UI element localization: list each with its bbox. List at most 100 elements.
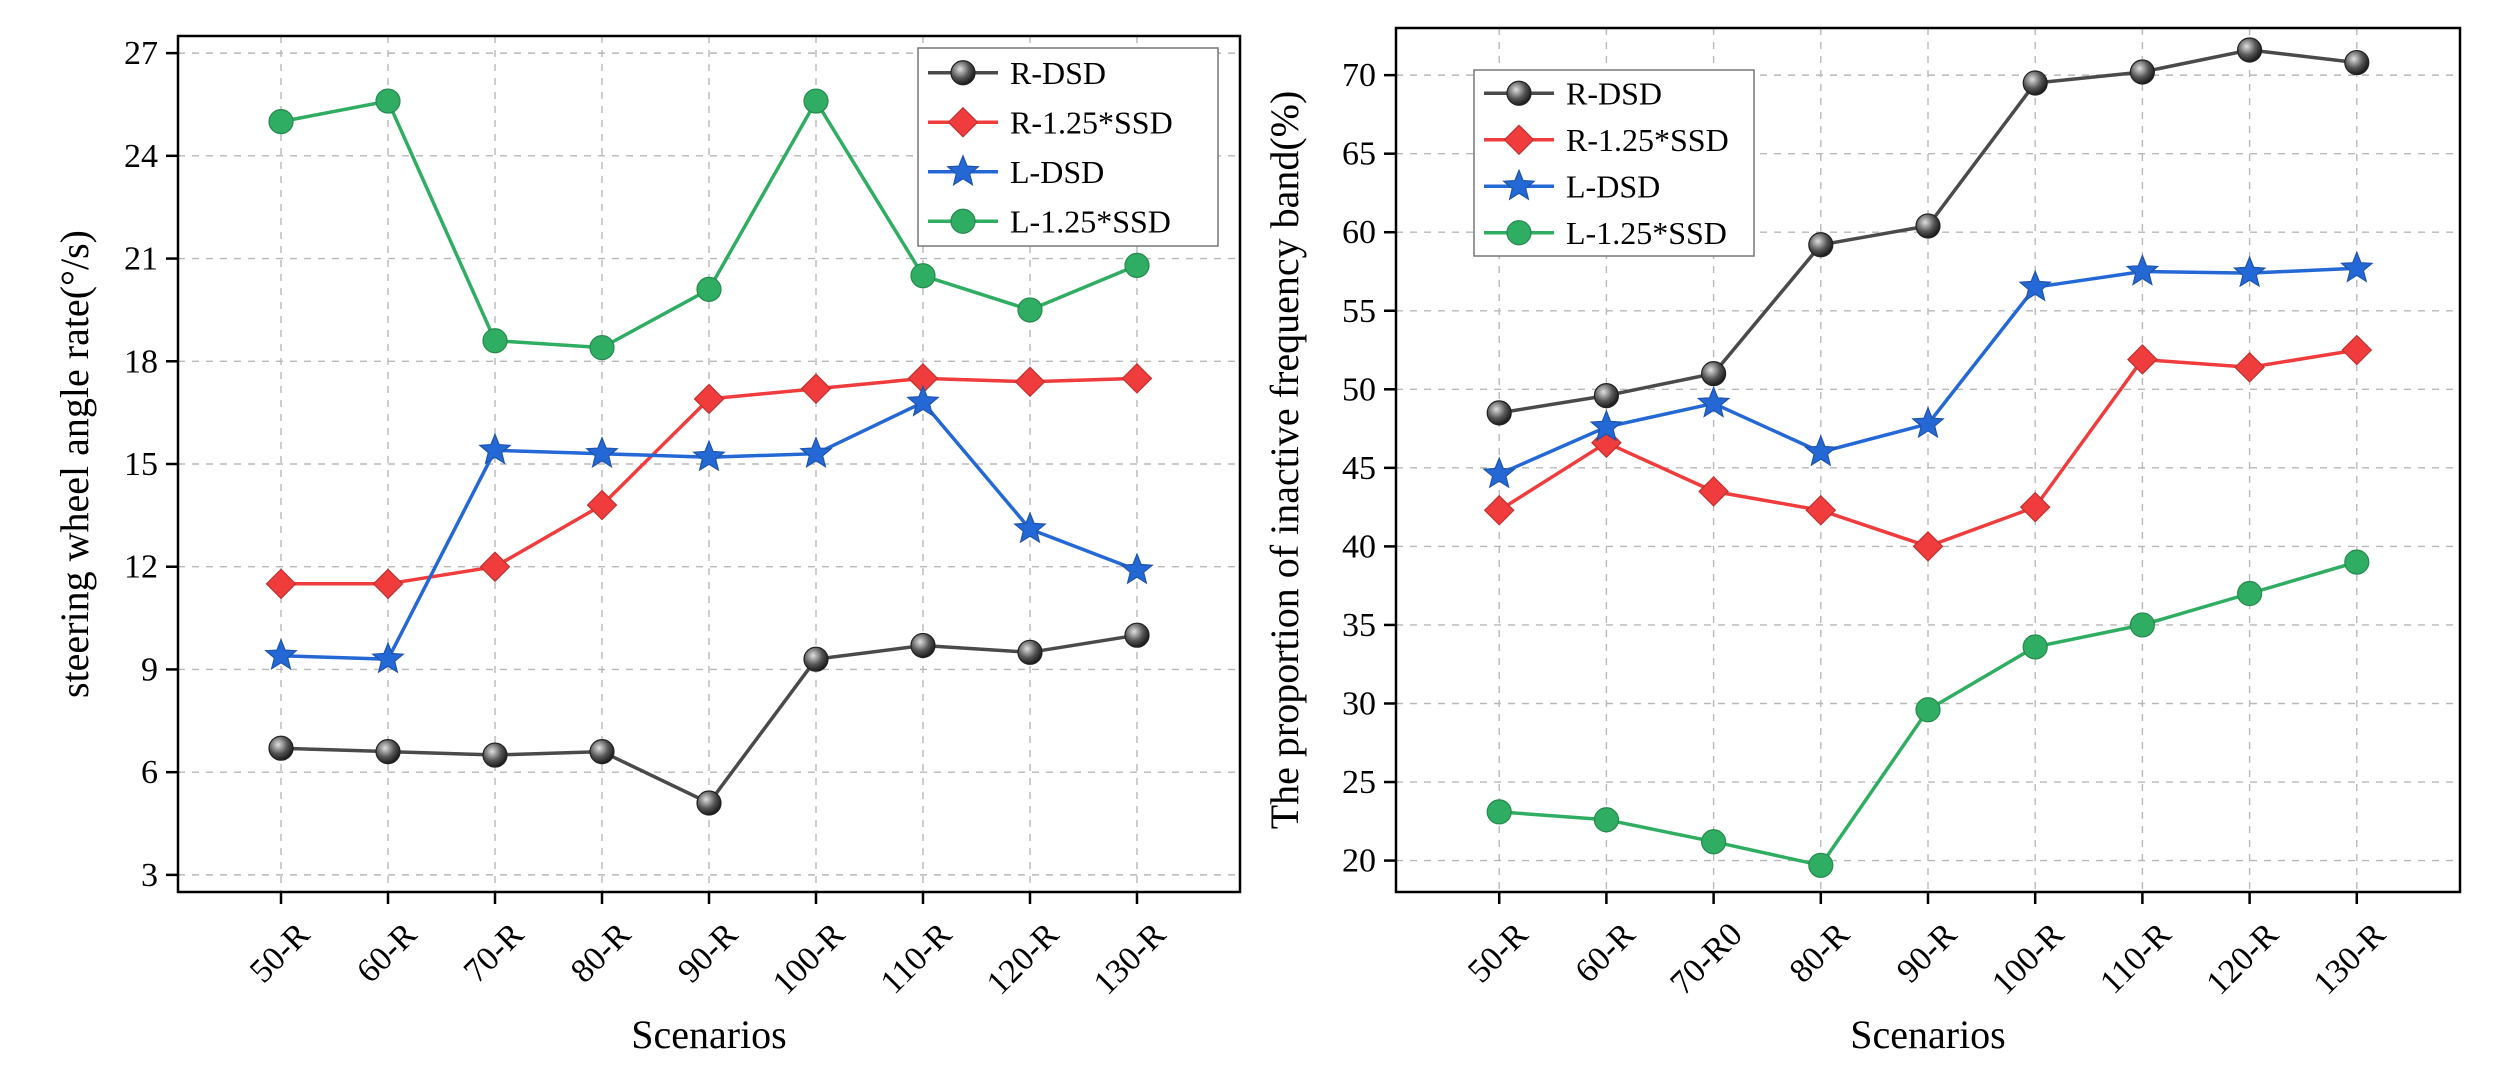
x-tick-label: 70-R (457, 916, 531, 990)
data-point-r-1-25xssd (1483, 494, 1515, 526)
data-point-r-1-25xssd (1805, 494, 1837, 526)
legend-label: R-1.25*SSD (1010, 104, 1173, 140)
legend-item-r-dsd: R-DSD (928, 55, 1106, 91)
x-axis: 50-R 60-R 70-R 80-R 90-R 100-R 110-R 120-R 130-R (243, 892, 1173, 1002)
data-point-l-dsd (2125, 253, 2160, 286)
y-tick-label: 24 (124, 138, 158, 175)
data-point-r-dsd (696, 790, 722, 816)
data-point-r-1-25xssd (1912, 531, 1944, 562)
y-tick-label: 15 (124, 446, 158, 483)
series-r-1-25xssd (265, 363, 1153, 600)
data-point-l-1-25xssd (1017, 297, 1043, 323)
x-tick-label: 120-R (980, 916, 1066, 1002)
data-point-l-1-25xssd (1124, 252, 1150, 279)
data-point-l-1-25xssd (1808, 852, 1834, 878)
y-tick-label: 30 (1342, 685, 1376, 722)
legend-label: L-DSD (1010, 154, 1104, 190)
legend: R-DSD R-1.25*SSD L-DSD L-1.25*SSD (917, 47, 1219, 247)
y-axis: 20 25 30 35 40 45 50 55 60 65 70 (1342, 57, 1396, 880)
data-point-r-dsd (1701, 361, 1727, 387)
y-tick-label: 55 (1342, 293, 1376, 330)
data-point-r-1-25xssd (2341, 334, 2373, 366)
data-point-r-1-25xssd (2127, 344, 2158, 375)
legend-label: L-1.25*SSD (1566, 215, 1727, 251)
legend: R-DSD R-1.25*SSD L-DSD L-1.25*SSD (1473, 69, 1755, 257)
data-point-l-dsd (906, 384, 940, 417)
data-point-l-dsd (371, 641, 405, 674)
y-tick-label: 35 (1342, 607, 1376, 644)
y-tick-label: 45 (1342, 450, 1376, 487)
y-tick-label: 60 (1342, 214, 1376, 251)
right-chart: 20 25 30 35 40 45 50 55 60 65 70 50-R 60-R 70-R0 80-R 9… (1262, 26, 2462, 1057)
legend-label: L-DSD (1566, 168, 1660, 204)
legend-label: R-DSD (1566, 75, 1662, 111)
data-point-l-dsd (585, 436, 619, 469)
y-axis: 3 6 9 12 15 18 21 24 27 (124, 35, 178, 894)
data-point-l-1-25xssd (375, 88, 401, 114)
y-tick-label: 18 (124, 343, 158, 380)
data-point-l-1-25xssd (1486, 799, 1512, 825)
legend-marker (1503, 124, 1535, 156)
data-point-r-dsd (482, 742, 508, 768)
data-point-r-dsd (910, 632, 936, 659)
data-point-l-1-25xssd (1593, 807, 1620, 833)
legend-marker (950, 208, 976, 234)
data-point-l-dsd (2340, 250, 2374, 283)
data-point-r-1-25xssd (265, 568, 297, 600)
data-point-l-1-25xssd (2129, 612, 2155, 638)
data-point-l-dsd (478, 432, 512, 465)
y-tick-label: 27 (124, 35, 158, 72)
y-tick-label: 50 (1342, 371, 1376, 408)
data-point-r-dsd (1486, 400, 1512, 426)
data-point-l-1-25xssd (696, 276, 722, 302)
x-tick-label: 80-R (1783, 916, 1857, 990)
y-tick-label: 12 (124, 549, 158, 586)
legend-marker (950, 60, 976, 86)
data-point-l-dsd (692, 439, 726, 472)
left-chart: 3 6 9 12 15 18 21 24 27 50-R 60-R 70-R 80-R 90-R 100-R… (52, 34, 1242, 1057)
data-point-l-dsd (1804, 434, 1838, 467)
data-point-r-dsd (268, 735, 294, 761)
legend-marker (1502, 168, 1536, 201)
x-tick-label: 110-R (874, 916, 960, 1002)
x-tick-label: 60-R (350, 916, 424, 990)
legend-label: R-1.25*SSD (1566, 122, 1729, 158)
legend-label: R-DSD (1010, 55, 1106, 91)
data-point-r-dsd (375, 739, 401, 765)
data-point-r-dsd (1593, 382, 1620, 409)
data-point-l-1-25xssd (482, 328, 508, 354)
data-point-r-dsd (1915, 213, 1941, 239)
data-point-l-1-25xssd (2022, 634, 2048, 660)
data-point-l-1-25xssd (910, 263, 936, 289)
series-l-dsd (264, 384, 1154, 674)
data-point-l-dsd (1013, 511, 1047, 544)
legend-item-l-dsd: L-DSD (1484, 168, 1660, 204)
y-tick-label: 3 (141, 857, 158, 894)
legend-item-r-1-25xssd: R-1.25*SSD (1484, 122, 1729, 158)
data-point-r-1-25xssd (2019, 491, 2051, 523)
data-point-r-1-25xssd (1698, 476, 1729, 507)
data-point-r-dsd (2236, 37, 2263, 63)
series-l-1-25xssd (268, 88, 1150, 361)
legend-item-l-1-25xssd: L-1.25*SSD (928, 203, 1171, 239)
data-point-l-1-25xssd (1915, 697, 1941, 723)
x-tick-label: 90-R (671, 916, 745, 990)
data-point-l-1-25xssd (803, 88, 829, 114)
x-axis: 50-R 60-R 70-R0 80-R 90-R 100-R 110-R 120-R 130-… (1461, 892, 2393, 1002)
data-point-l-1-25xssd (2236, 580, 2263, 607)
series-r-1-25xssd (1483, 334, 2373, 562)
data-point-l-dsd (1911, 406, 1945, 439)
legend-item-l-dsd: L-DSD (928, 154, 1104, 190)
data-point-r-dsd (1808, 232, 1834, 258)
x-axis-title: Scenarios (1850, 1012, 2006, 1057)
data-point-r-1-25xssd (479, 551, 511, 583)
x-tick-label: 130-R (1087, 916, 1173, 1002)
data-point-l-dsd (264, 638, 298, 671)
data-point-r-1-25xssd (1014, 366, 1046, 398)
data-point-r-dsd (1124, 622, 1150, 648)
legend-item-r-dsd: R-DSD (1484, 75, 1662, 111)
data-point-l-dsd (1696, 385, 1731, 418)
data-point-r-1-25xssd (800, 373, 832, 405)
data-point-l-1-25xssd (2344, 549, 2370, 575)
data-point-r-dsd (2022, 70, 2048, 96)
